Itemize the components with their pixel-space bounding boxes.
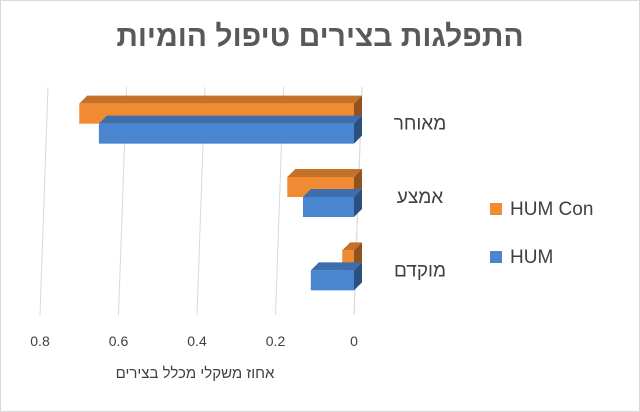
bar	[302, 189, 362, 217]
x-tick-labels: 0 0.2 0.4 0.6 0.8	[30, 333, 358, 349]
category-label: מוקדם	[394, 260, 446, 281]
x-tick-label: 0.6	[109, 333, 129, 349]
x-axis-title: אחוז משקלי מכלל בצירים	[116, 365, 275, 382]
legend-label: HUM	[510, 247, 553, 268]
legend-item: HUM	[490, 247, 553, 268]
category-label: מאוחר	[394, 114, 447, 135]
bar	[98, 115, 362, 144]
bars	[79, 95, 362, 291]
legend-label: HUM Con	[510, 199, 593, 220]
x-tick-label: 0	[350, 333, 358, 349]
chart-title: התפלגות בצירים טיפול הומיות	[116, 20, 524, 53]
x-tick-label: 0.8	[30, 333, 50, 349]
category-labels: מאוחר אמצע מוקדם	[394, 114, 447, 282]
legend-item: HUM Con	[490, 199, 593, 220]
x-tick-label: 0.2	[266, 333, 286, 349]
gridline	[39, 86, 49, 316]
x-tick-label: 0.4	[187, 333, 207, 349]
category-label: אמצע	[397, 187, 443, 208]
bar	[310, 262, 362, 291]
legend: HUM Con HUM	[490, 199, 593, 268]
